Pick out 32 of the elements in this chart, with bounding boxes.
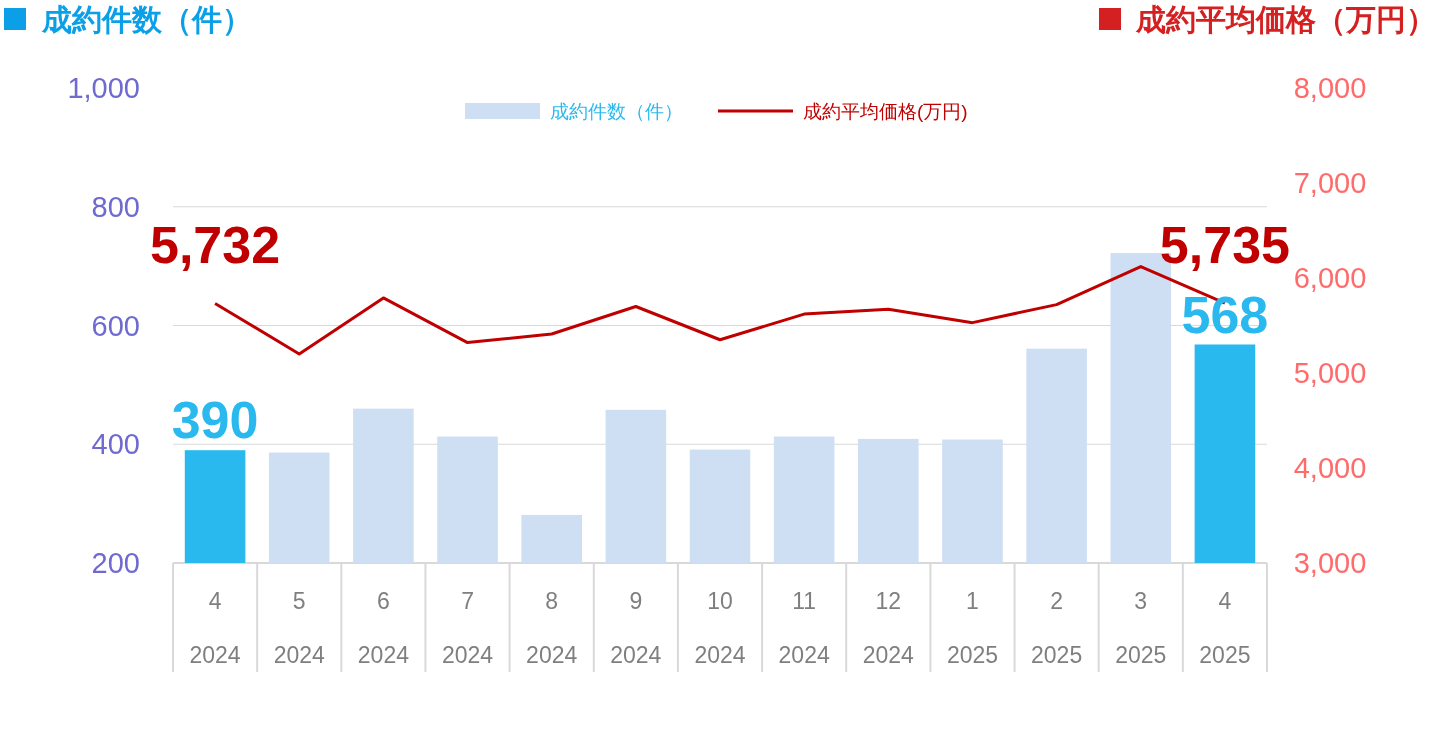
data-label: 5,735 [1159,216,1290,275]
y-tick-label: 200 [91,547,140,579]
y2-tick-label: 6,000 [1293,262,1367,294]
category-label: 12 2024 [862,588,914,668]
y2-tick-label: 4,000 [1293,452,1367,484]
y-tick-label: 400 [91,428,140,461]
legend-label: 成約平均価格(万円) [803,101,968,122]
data-label: 390 [171,391,259,450]
category-label: 5 2024 [273,588,325,668]
category-label: 2 2025 [1031,588,1083,668]
y-axis-title: 成約件数（件） [41,3,252,36]
category-label: 9 2024 [610,588,662,668]
category-label: 1 2025 [946,588,999,668]
category-label: 10 2024 [694,588,746,668]
data-label: 5,732 [150,216,281,275]
y-tick-label: 1,000 [67,72,140,104]
category-label: 4 2024 [189,588,241,668]
y-tick-label: 800 [91,190,140,223]
category-label: 7 2024 [441,588,494,668]
category-label: 3 2025 [1115,588,1167,668]
category-label: 6 2024 [357,588,409,668]
y2-tick-label: 7,000 [1293,167,1367,199]
category-label: 8 2024 [526,588,578,668]
legend-label: 成約件数（件） [550,101,683,122]
y2-axis-title: 成約平均価格（万円） [1135,3,1436,36]
category-label: 11 2024 [778,588,830,668]
y2-tick-label: 5,000 [1293,357,1367,389]
y2-tick-label: 3,000 [1293,547,1367,579]
data-label: 568 [1181,285,1269,344]
category-label: 4 2025 [1199,588,1251,668]
y2-tick-label: 8,000 [1293,72,1367,104]
y-tick-label: 600 [91,309,140,342]
